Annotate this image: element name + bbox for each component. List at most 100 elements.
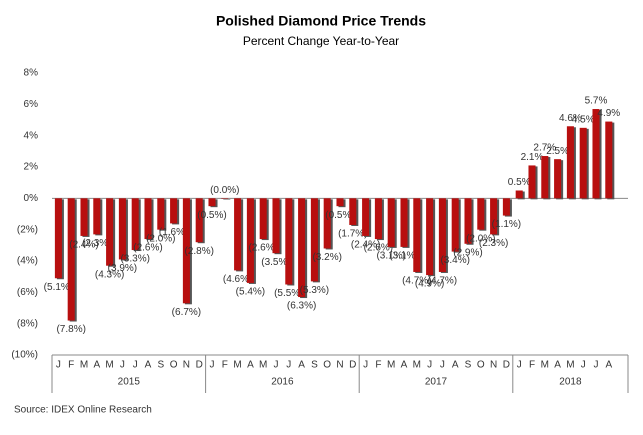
value-label: 4.5%: [572, 114, 595, 125]
value-label: (5.3%): [300, 285, 329, 296]
year-label: 2018: [559, 377, 582, 388]
bar: [400, 198, 408, 247]
y-tick-label: 6%: [24, 99, 39, 110]
x-tick-label: J: [440, 360, 445, 371]
bar: [259, 198, 267, 240]
y-tick-label: 4%: [24, 130, 39, 141]
x-tick-label: M: [80, 360, 88, 371]
bar: [554, 159, 562, 199]
x-tick-label: J: [286, 360, 291, 371]
value-label: (0.0%): [210, 185, 239, 196]
value-label: 0.5%: [508, 177, 531, 188]
bar: [362, 198, 370, 236]
bar: [336, 198, 344, 207]
bar: [566, 126, 574, 199]
value-label: (6.7%): [172, 307, 201, 318]
x-tick-label: J: [274, 360, 279, 371]
value-label: (4.7%): [428, 276, 457, 287]
value-label: (3.3%): [120, 254, 149, 265]
x-tick-label: F: [375, 360, 381, 371]
value-label: (2.3%): [479, 238, 508, 249]
x-tick-label: O: [477, 360, 485, 371]
year-label: 2015: [118, 377, 141, 388]
bar: [490, 198, 498, 235]
chart-title: Polished Diamond Price Trends: [216, 13, 426, 29]
bar: [413, 198, 421, 272]
value-label: 4.9%: [597, 108, 620, 119]
bar: [67, 198, 75, 321]
value-label: 2.1%: [521, 152, 544, 163]
value-label: 2.7%: [533, 143, 556, 154]
bar: [157, 198, 165, 230]
value-label: (4.3%): [95, 269, 124, 280]
value-label: (2.4%): [69, 240, 98, 251]
x-tick-label: J: [594, 360, 599, 371]
x-tick-label: F: [68, 360, 74, 371]
value-label: (3.1%): [389, 251, 418, 262]
y-tick-label: (2%): [17, 224, 38, 235]
value-label: (2.4%): [351, 240, 380, 251]
bar: [208, 198, 216, 207]
value-label: (1.6%): [159, 227, 188, 238]
x-tick-label: N: [336, 360, 343, 371]
bar: [374, 198, 382, 240]
y-tick-label: 2%: [24, 162, 39, 173]
x-tick-label: M: [259, 360, 267, 371]
value-label: (3.9%): [108, 263, 137, 274]
value-label: (7.8%): [56, 324, 85, 335]
bar: [144, 198, 152, 240]
value-label: (2.3%): [82, 238, 111, 249]
x-tick-label: D: [503, 360, 510, 371]
x-tick-label: O: [323, 360, 331, 371]
value-label: (2.0%): [466, 233, 495, 244]
bar: [323, 198, 331, 249]
x-tick-label: J: [427, 360, 432, 371]
value-label: (2.8%): [184, 246, 213, 257]
bar: [54, 198, 62, 279]
value-label: (3.5%): [261, 257, 290, 268]
x-tick-label: A: [452, 360, 459, 371]
x-tick-label: O: [170, 360, 178, 371]
bar: [118, 198, 126, 260]
bar: [285, 198, 293, 285]
bar: [80, 198, 88, 236]
chart-subtitle: Percent Change Year-to-Year: [243, 34, 399, 48]
bar: [170, 198, 178, 224]
y-tick-label: (8%): [17, 318, 38, 329]
bar: [221, 198, 229, 199]
x-tick-label: F: [222, 360, 228, 371]
value-label: (0.5%): [325, 210, 354, 221]
x-tick-label: M: [566, 360, 574, 371]
value-label: (1.1%): [492, 219, 521, 230]
y-tick-label: 8%: [24, 68, 39, 79]
x-tick-label: D: [349, 360, 356, 371]
value-label: (5.5%): [274, 288, 303, 299]
x-tick-label: N: [490, 360, 497, 371]
y-tick-label: (4%): [17, 256, 38, 267]
x-tick-label: J: [363, 360, 368, 371]
x-tick-label: J: [56, 360, 61, 371]
x-tick-label: A: [605, 360, 612, 371]
x-tick-label: M: [413, 360, 421, 371]
x-tick-label: A: [93, 360, 100, 371]
x-tick-label: D: [196, 360, 203, 371]
bar: [298, 198, 306, 298]
value-label: (3.2%): [312, 252, 341, 263]
bar: [195, 198, 203, 243]
bar: [246, 198, 254, 283]
x-tick-label: N: [183, 360, 190, 371]
x-tick-label: J: [120, 360, 125, 371]
bar: [579, 127, 587, 199]
bar: [387, 198, 395, 247]
bar: [131, 198, 139, 251]
x-tick-label: A: [401, 360, 408, 371]
y-tick-label: (10%): [11, 350, 38, 361]
x-tick-label: F: [529, 360, 535, 371]
x-tick-label: M: [105, 360, 113, 371]
bar: [426, 198, 434, 276]
source: Source: IDEX Online Research: [14, 405, 152, 416]
x-tick-label: M: [387, 360, 395, 371]
x-tick-label: J: [581, 360, 586, 371]
bar: [93, 198, 101, 235]
